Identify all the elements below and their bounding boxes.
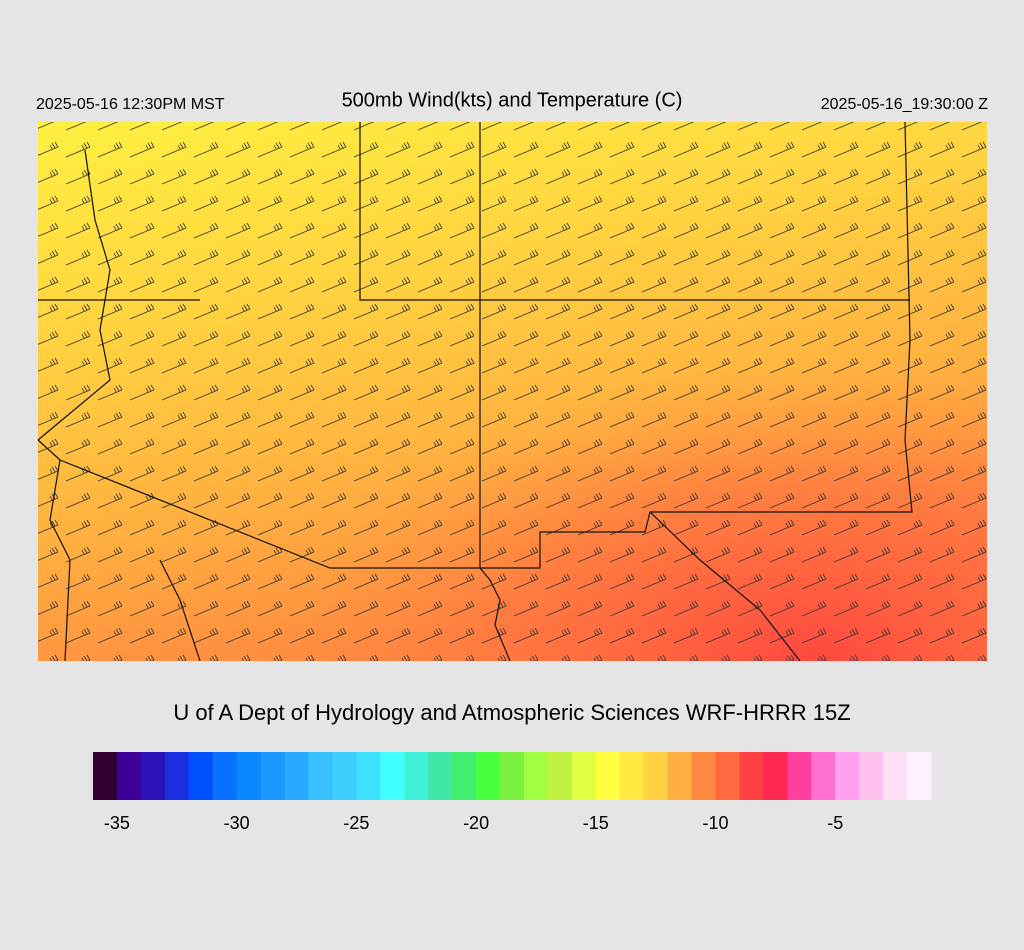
colorbar-bin — [116, 752, 142, 800]
colorbar: -35 -30 -25 -20 -15 -10 -5 — [93, 752, 932, 833]
map — [37, 121, 987, 662]
colorbar-tick-label: -20 — [463, 813, 489, 833]
colorbar-tick-label: -15 — [583, 813, 609, 833]
colorbar-bin — [643, 752, 669, 800]
colorbar-tick-label: -35 — [104, 813, 130, 833]
colorbar-bin — [811, 752, 836, 800]
colorbar-tick-label: -5 — [827, 813, 843, 833]
state-borders — [37, 121, 913, 662]
colorbar-bin — [835, 752, 860, 800]
colorbar-bin — [619, 752, 645, 800]
colorbar-bin — [284, 752, 309, 800]
colorbar-tick-label: -10 — [703, 813, 729, 833]
colorbar-bin — [212, 752, 238, 800]
valid-local-time: 2025-05-16 12:30PM MST — [36, 96, 225, 113]
wind-barbs — [38, 122, 987, 661]
colorbar-bin — [691, 752, 717, 800]
colorbar-bin — [859, 752, 884, 800]
colorbar-bin — [332, 752, 357, 800]
colorbar-tick-label: -25 — [343, 813, 369, 833]
colorbar-bin — [500, 752, 525, 800]
colorbar-bin — [547, 752, 573, 800]
colorbar-bin — [308, 752, 333, 800]
colorbar-tick-label: -30 — [224, 813, 250, 833]
colorbar-bin — [236, 752, 262, 800]
colorbar-bin — [260, 752, 286, 800]
colorbar-bin — [595, 752, 621, 800]
colorbar-bin — [667, 752, 693, 800]
colorbar-bin — [428, 752, 453, 800]
colorbar-bin — [571, 752, 597, 800]
colorbar-bin — [452, 752, 477, 800]
credit: U of A Dept of Hydrology and Atmospheric… — [173, 700, 850, 725]
colorbar-bin — [404, 752, 429, 800]
colorbar-bin — [356, 752, 381, 800]
valid-utc-time: 2025-05-16_19:30:00 Z — [821, 96, 988, 113]
colorbar-bin — [787, 752, 812, 800]
colorbar-bin — [140, 752, 166, 800]
colorbar-bin — [523, 752, 549, 800]
colorbar-bin — [188, 752, 214, 800]
colorbar-bin — [907, 752, 932, 800]
colorbar-bin — [739, 752, 764, 800]
colorbar-bin — [93, 752, 118, 800]
colorbar-bin — [715, 752, 740, 800]
colorbar-bin — [380, 752, 405, 800]
colorbar-bin — [883, 752, 908, 800]
map-title: 500mb Wind(kts) and Temperature (C) — [342, 89, 683, 111]
colorbar-bin — [476, 752, 501, 800]
colorbar-bin — [763, 752, 788, 800]
colorbar-bin — [164, 752, 190, 800]
